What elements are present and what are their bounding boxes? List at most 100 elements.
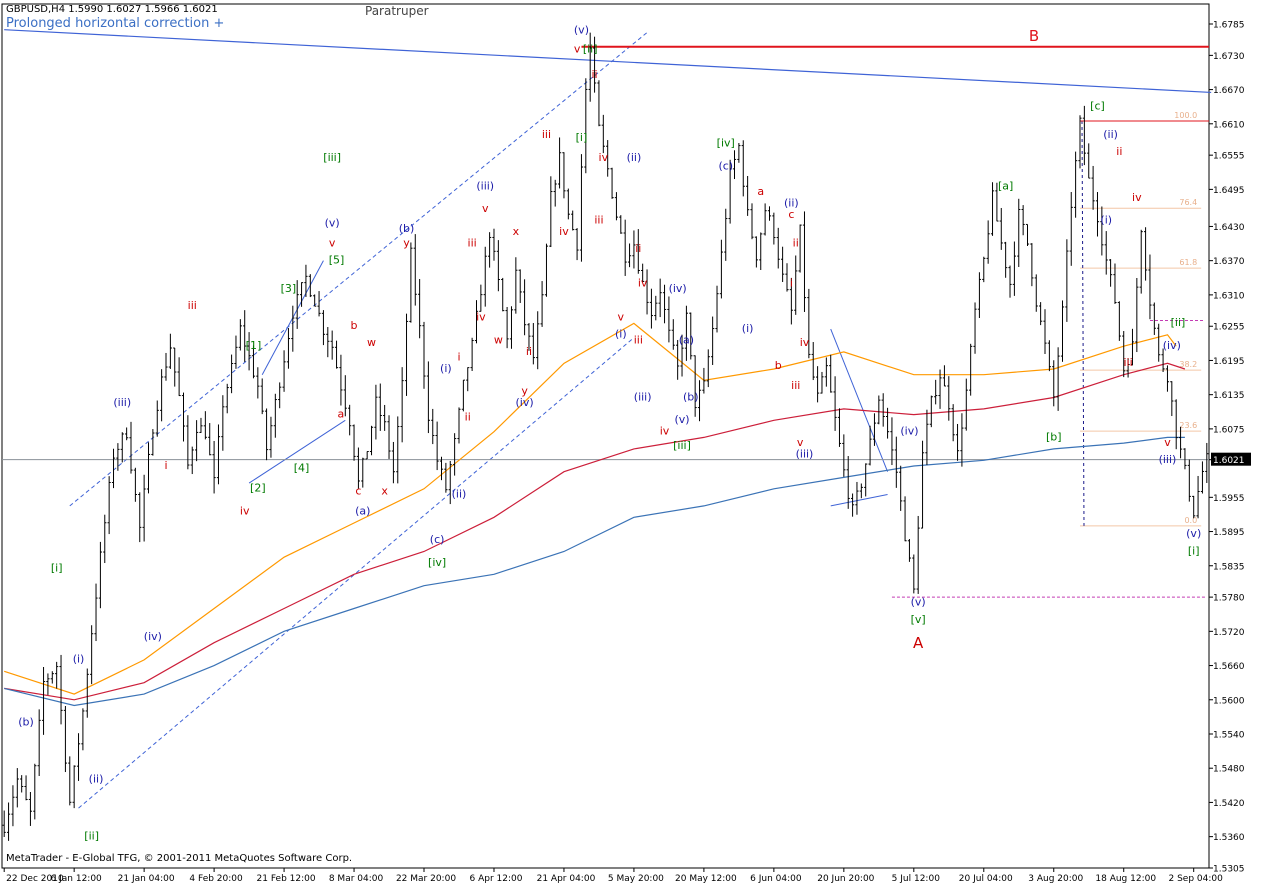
wave-label: [a] (998, 179, 1013, 192)
price-bar (1135, 278, 1139, 353)
price-bar (584, 78, 588, 174)
wave-label: (a) (355, 504, 370, 517)
x-tick-label: 22 Dec 2010 (6, 874, 64, 884)
price-bar (1109, 259, 1113, 287)
wave-label: b (351, 319, 358, 332)
price-bar (339, 354, 343, 406)
price-bar (444, 462, 448, 493)
price-bar (522, 279, 527, 336)
price-bar (601, 114, 605, 154)
price-bar (776, 227, 780, 269)
price-bar (195, 420, 199, 462)
price-bar (955, 423, 960, 461)
small-channel-line-1 (248, 419, 346, 484)
price-bar (457, 407, 461, 444)
price-bar (759, 232, 763, 271)
wave-label: ii (526, 345, 532, 358)
price-bar (286, 328, 291, 369)
price-bar (719, 239, 723, 299)
y-tick-label: 1.6075 (1213, 425, 1245, 435)
price-bar (815, 366, 820, 403)
x-tick-label: 5 May 20:00 (608, 874, 664, 884)
grid-layer (1, 3, 1210, 869)
wave-label: x (381, 484, 388, 497)
price-bar (299, 282, 304, 307)
price-bar (173, 347, 177, 387)
price-bar (1030, 243, 1034, 287)
price-bar (221, 395, 225, 451)
wave-label: (iv) (516, 396, 534, 409)
y-tick-label: 1.6670 (1213, 86, 1245, 96)
wave-label: iii (791, 379, 800, 392)
price-bar (212, 440, 216, 494)
price-bar (711, 316, 715, 365)
wave-label: y (521, 385, 528, 398)
price-bar (1157, 323, 1161, 362)
price-bar (295, 280, 299, 329)
price-bar (614, 192, 619, 221)
wave-label: (iii) (476, 179, 494, 192)
price-bar (208, 423, 212, 456)
price-bar (229, 354, 234, 394)
wave-label: (c) (718, 159, 733, 172)
price-bar (969, 343, 973, 396)
x-tick-label: 6 Jun 04:00 (750, 874, 802, 884)
wave-label: [iii] (323, 151, 341, 164)
price-bar (317, 291, 321, 317)
price-bar (1047, 340, 1051, 372)
wave-label: (v) (325, 216, 340, 229)
price-bar (829, 354, 833, 393)
price-bar (811, 342, 815, 381)
price-bar (929, 395, 933, 428)
wave-label: ii (592, 68, 598, 81)
wave-label: (ii) (89, 772, 104, 785)
wave-label: [v] (911, 613, 926, 626)
price-bar (1021, 205, 1025, 236)
price-bar (1130, 328, 1135, 366)
price-bar (72, 765, 76, 809)
price-bar (566, 188, 570, 220)
wave-label: [iv] (428, 556, 446, 569)
price-bar (995, 182, 999, 222)
wave-label: [c] (1090, 100, 1105, 113)
price-bar (1165, 365, 1170, 392)
price-bar (641, 263, 645, 282)
fib-level-label: 0.0 (1184, 516, 1197, 525)
x-tick-label: 6 Jan 12:00 (51, 874, 103, 884)
price-bar (369, 425, 374, 456)
price-bar (1174, 399, 1178, 450)
price-bar (466, 367, 470, 392)
price-bar (291, 305, 295, 352)
price-bar (942, 365, 947, 387)
y-tick-label: 1.5420 (1213, 799, 1245, 809)
price-bar (684, 305, 689, 361)
wave-label: v (329, 236, 336, 249)
price-bar (658, 278, 662, 318)
price-bar (1117, 301, 1121, 341)
price-bar (396, 416, 400, 484)
x-tick-label: 20 Jul 04:00 (959, 874, 1013, 884)
wave-label: v (574, 43, 581, 56)
price-bar (868, 425, 872, 466)
wave-label: i (164, 459, 167, 472)
price-bar (234, 335, 238, 369)
wave-label: x (513, 225, 520, 238)
wave-label: (b) (18, 715, 34, 728)
price-bar (225, 383, 229, 414)
price-bar (741, 140, 745, 197)
price-bar (1104, 231, 1108, 275)
price-bar (111, 448, 116, 489)
price-bar (527, 323, 531, 351)
price-bar (41, 666, 46, 735)
x-tick-label: 18 Aug 12:00 (1095, 874, 1156, 884)
price-bar (732, 150, 737, 180)
price-bar (1113, 263, 1117, 304)
price-bar (627, 243, 632, 268)
wave-label: iv (638, 276, 648, 289)
price-bar (439, 456, 444, 481)
price-bar (155, 400, 159, 437)
price-bar (781, 246, 785, 283)
price-bar (59, 654, 63, 725)
